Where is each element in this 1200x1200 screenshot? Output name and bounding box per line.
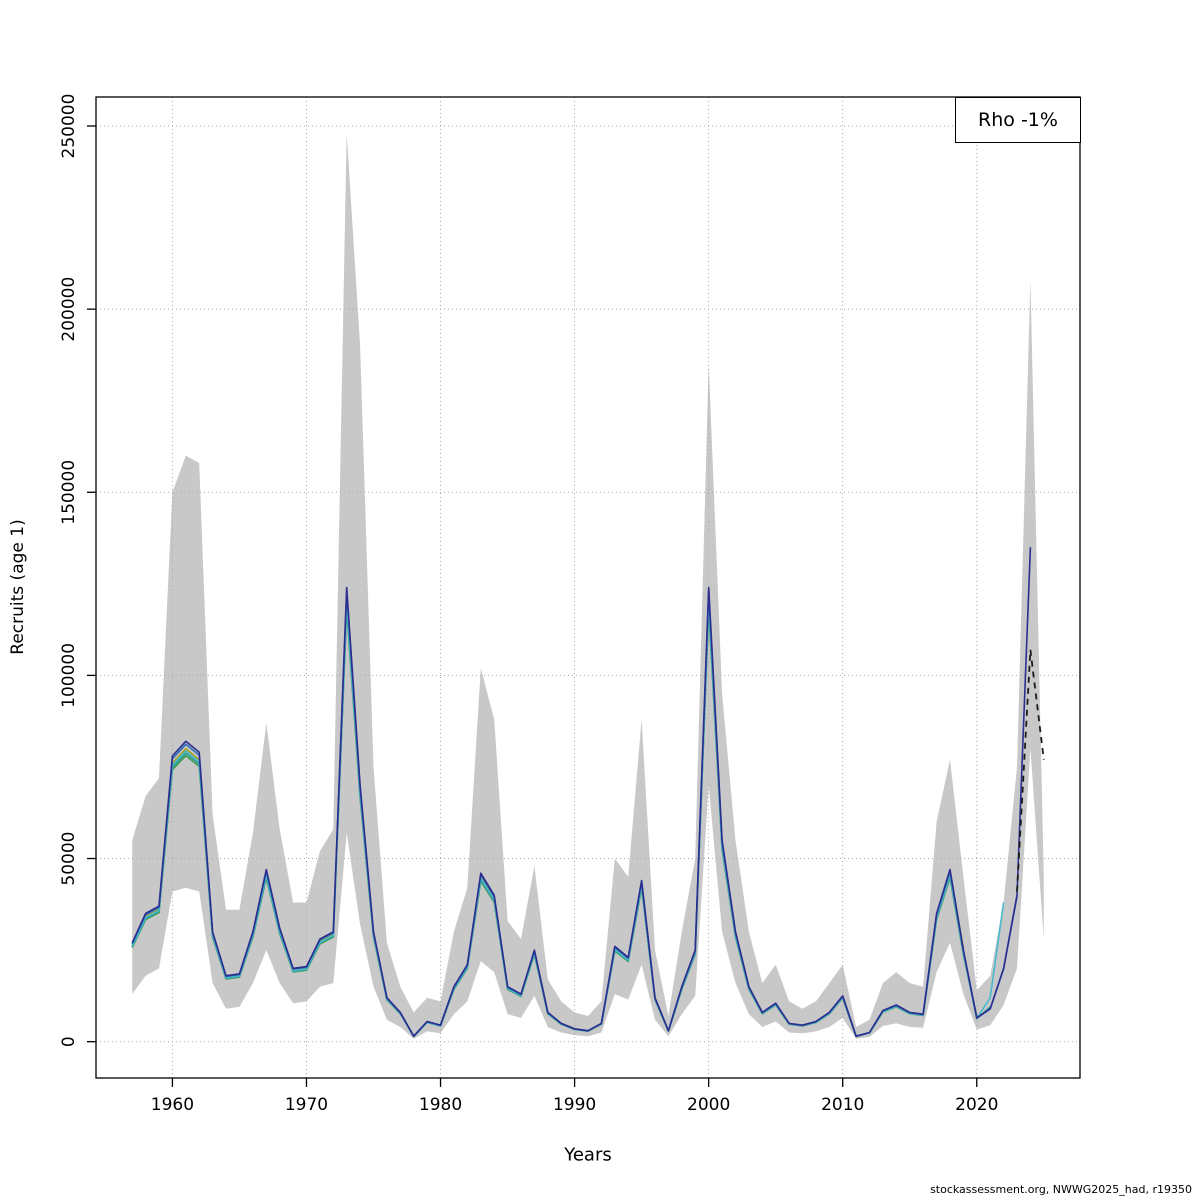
- x-tick-label: 1960: [151, 1095, 194, 1115]
- legend-box: Rho -1%: [955, 97, 1081, 143]
- x-tick-label: 2020: [955, 1095, 998, 1115]
- x-tick-label: 1980: [419, 1095, 462, 1115]
- y-tick-label: 0: [59, 1036, 79, 1047]
- x-tick-label: 2000: [687, 1095, 730, 1115]
- source-attribution: stockassessment.org, NWWG2025_had, r1935…: [930, 1183, 1192, 1196]
- series-line-assessment-current: [131, 547, 1032, 1037]
- y-tick-label: 200000: [59, 277, 79, 342]
- y-axis-label: Recruits (age 1): [8, 519, 28, 655]
- confidence-band: [132, 133, 1044, 1039]
- legend-rho-label: Rho -1%: [978, 109, 1058, 131]
- series-line-forecast-dashed: [1016, 649, 1045, 892]
- y-tick-label: 150000: [59, 460, 79, 525]
- x-axis-label: Years: [564, 1144, 612, 1166]
- plot-border: [95, 96, 1081, 1079]
- x-tick-label: 1970: [285, 1095, 328, 1115]
- x-tick-label: 2010: [821, 1095, 864, 1115]
- x-tick-label: 1990: [553, 1095, 596, 1115]
- y-tick-label: 50000: [59, 831, 79, 885]
- y-tick-label: 250000: [59, 94, 79, 159]
- y-tick-label: 100000: [59, 643, 79, 708]
